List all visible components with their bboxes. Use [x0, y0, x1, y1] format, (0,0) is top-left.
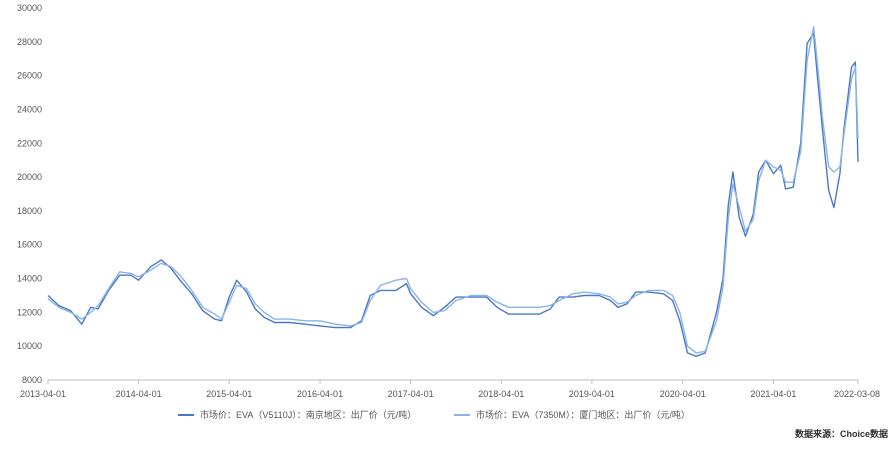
x-tick-label: 2017-04-01: [388, 389, 434, 399]
y-tick-label: 26000: [17, 71, 42, 81]
x-tick-label: 2020-04-01: [660, 389, 706, 399]
source-label: 数据来源：Choice数据: [795, 428, 888, 439]
x-tick-label: 2019-04-01: [569, 389, 615, 399]
y-tick-label: 8000: [22, 375, 42, 385]
series-line-2: [47, 25, 859, 354]
y-tick-label: 28000: [17, 37, 42, 47]
legend-label-1: 市场价：EVA（V5110J）：南京地区：出厂价（元/吨）: [200, 409, 416, 420]
y-tick-label: 24000: [17, 104, 42, 114]
y-tick-label: 18000: [17, 206, 42, 216]
y-tick-label: 12000: [17, 307, 42, 317]
x-tick-label: 2015-04-01: [206, 389, 252, 399]
legend-label-2: 市场价：EVA（7350M）：厦门地区：出厂价（元/吨）: [476, 409, 690, 420]
x-tick-label: 2022-03-08: [834, 389, 880, 399]
y-tick-label: 14000: [17, 274, 42, 284]
y-tick-label: 20000: [17, 172, 42, 182]
axes: 8000 10000 12000 14000 16000 18000 20000 22000 2…: [17, 3, 880, 399]
x-tick-label: 2021-04-01: [750, 389, 796, 399]
y-tick-label: 10000: [17, 341, 42, 351]
series-line-1: [47, 32, 859, 357]
y-tick-label: 16000: [17, 240, 42, 250]
x-tick-label: 2014-04-01: [116, 389, 162, 399]
legend: 市场价：EVA（V5110J）：南京地区：出厂价（元/吨） 市场价：EVA（735…: [178, 409, 690, 420]
x-tick-label: 2013-04-01: [20, 389, 66, 399]
x-tick-label: 2016-04-01: [297, 389, 343, 399]
series-lines: [47, 25, 859, 357]
x-tick-label: 2018-04-01: [478, 389, 524, 399]
y-tick-label: 30000: [17, 3, 42, 13]
y-tick-label: 22000: [17, 138, 42, 148]
